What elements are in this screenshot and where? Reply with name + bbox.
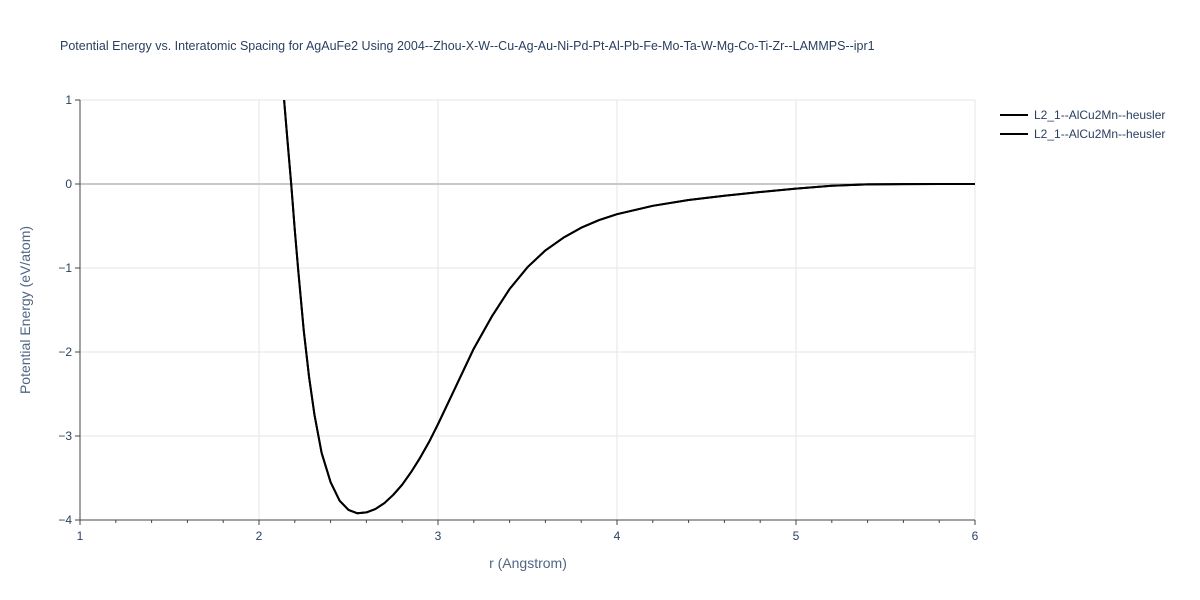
legend-item-1[interactable]: L2_1--AlCu2Mn--heusler	[1000, 108, 1165, 122]
legend-label: L2_1--AlCu2Mn--heusler	[1034, 108, 1165, 122]
axis-ticks: 1 2 3 4 5 6 −4 −3 −2 −1 0 1	[58, 93, 978, 543]
y-tick-label: −2	[58, 345, 72, 359]
series-line-2	[283, 100, 975, 515]
chart-title: Potential Energy vs. Interatomic Spacing…	[60, 39, 875, 53]
x-tick-label: 4	[614, 529, 621, 543]
legend[interactable]: L2_1--AlCu2Mn--heusler L2_1--AlCu2Mn--heu…	[1000, 108, 1165, 141]
x-tick-label: 5	[793, 529, 800, 543]
legend-label: L2_1--AlCu2Mn--heusler	[1034, 127, 1165, 141]
y-tick-label: 1	[65, 93, 72, 107]
legend-item-2[interactable]: L2_1--AlCu2Mn--heusler	[1000, 127, 1165, 141]
series-layer	[283, 100, 975, 515]
x-tick-label: 2	[256, 529, 263, 543]
y-axis-title: Potential Energy (eV/atom)	[17, 226, 33, 394]
y-tick-label: −4	[58, 513, 72, 527]
x-axis-title: r (Angstrom)	[489, 555, 567, 571]
x-tick-label: 3	[435, 529, 442, 543]
x-tick-label: 1	[77, 529, 84, 543]
grid-lines	[80, 99, 976, 520]
x-tick-label: 6	[972, 529, 979, 543]
y-tick-label: −3	[58, 429, 72, 443]
y-tick-label: 0	[65, 177, 72, 191]
y-tick-label: −1	[58, 261, 72, 275]
